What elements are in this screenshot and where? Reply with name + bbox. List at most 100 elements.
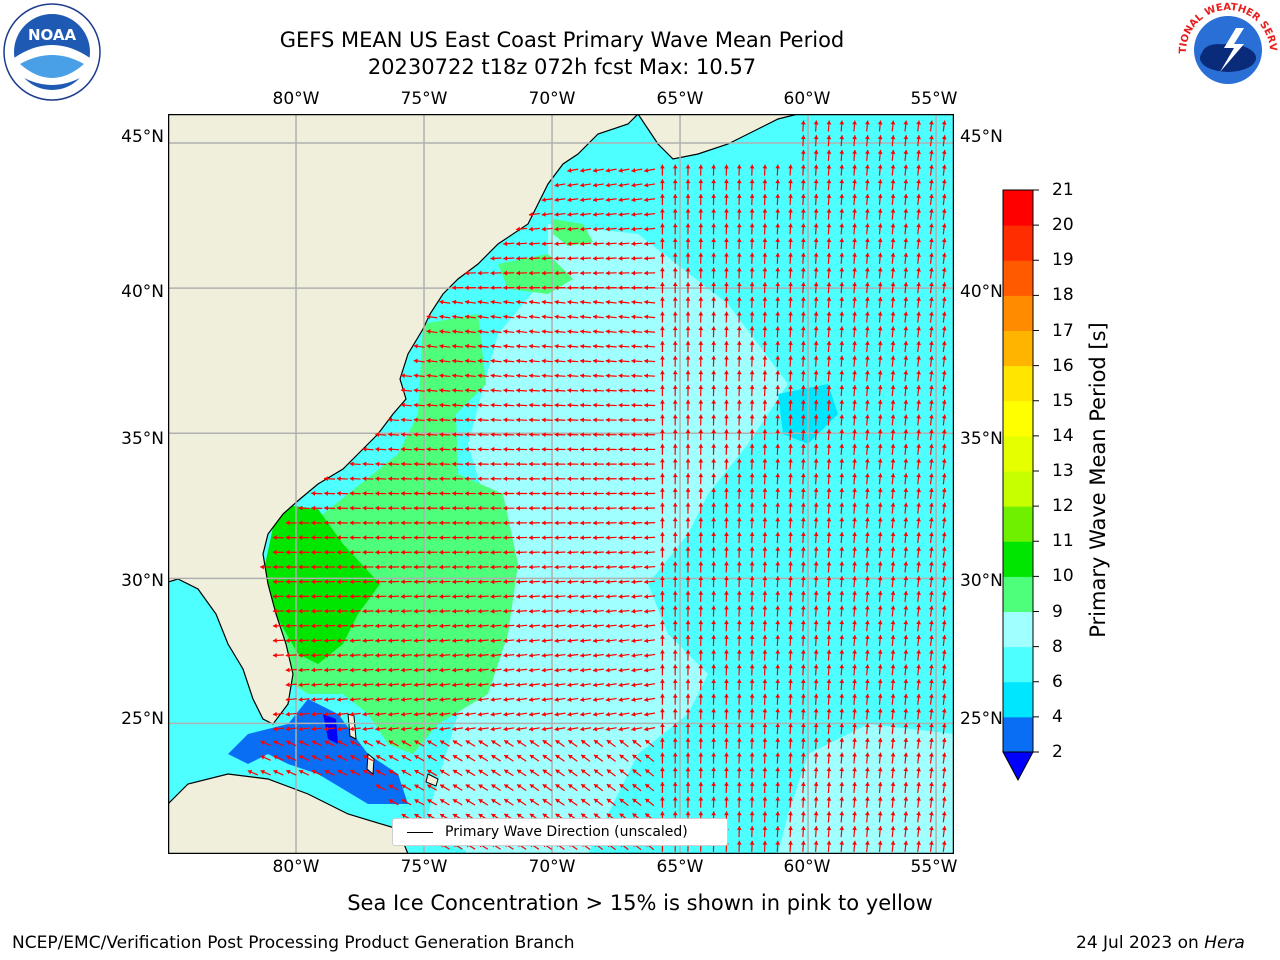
wave-arrow-head [413, 549, 418, 555]
wave-arrow-head [605, 549, 610, 555]
wave-arrow-head [605, 461, 610, 467]
wave-arrow-head [659, 664, 665, 669]
wave-arrow-head [775, 605, 781, 610]
wave-arrow-head [311, 638, 316, 644]
wave-arrow-head [941, 502, 947, 507]
wave-arrow-head [864, 473, 870, 478]
wave-arrow-head [685, 399, 691, 404]
wave-arrow-head [877, 737, 883, 742]
wave-arrow-head [672, 723, 678, 728]
wave-arrow-head [903, 737, 909, 742]
wave-arrow-head [813, 282, 819, 287]
wave-arrow-head [839, 311, 845, 316]
wave-arrow-head [529, 769, 535, 774]
wave-arrow-head [580, 579, 585, 585]
wave-arrow-head [826, 370, 832, 375]
wave-arrow-head [800, 664, 806, 669]
wave-arrow-head [864, 370, 870, 375]
wave-arrow-head [864, 752, 870, 757]
wave-arrow-head [903, 532, 909, 537]
wave-arrow-head [711, 267, 717, 272]
wave-arrow-head [490, 491, 495, 496]
wave-arrow-head [618, 241, 623, 247]
wave-arrow-head [631, 329, 636, 335]
wave-arrow-head [477, 711, 482, 717]
wave-arrow-head [903, 282, 909, 287]
wave-arrow-head [813, 576, 819, 581]
wave-arrow-head [439, 564, 444, 570]
wave-arrow-head [929, 811, 934, 816]
wave-arrow-head [916, 473, 921, 478]
wave-arrow-head [672, 208, 678, 213]
colorbar-under-triangle [1002, 751, 1034, 782]
wave-arrow-head [452, 697, 457, 702]
wave-arrow-head [477, 726, 482, 732]
wave-arrow-head [839, 840, 845, 845]
wave-arrow-head [605, 388, 610, 393]
wave-arrow-head [813, 443, 819, 448]
wave-arrow-head [427, 799, 432, 804]
wave-arrow-head [903, 399, 909, 404]
wave-arrow-head [503, 417, 508, 423]
wave-arrow-head [685, 620, 691, 625]
wave-arrow-head [941, 238, 947, 243]
wave-arrow-head [800, 238, 806, 243]
wave-arrow-head [426, 358, 431, 364]
wave-arrow-head [685, 282, 691, 287]
wave-arrow-head [618, 212, 623, 217]
wave-arrow-head [672, 561, 678, 566]
wave-arrow-head [452, 784, 458, 789]
wave-arrow-head [711, 708, 717, 713]
wave-arrow-head [877, 767, 883, 772]
wave-arrow-head [890, 502, 896, 507]
legend-line-swatch [407, 832, 433, 833]
wave-arrow-head [724, 649, 729, 654]
wave-arrow-head [813, 296, 819, 301]
wave-arrow-head [877, 502, 883, 507]
wave-arrow-head [273, 769, 278, 775]
wave-arrow-head [413, 638, 418, 644]
wave-arrow-head [864, 635, 870, 640]
wave-arrow-head [619, 740, 625, 745]
wave-arrow-head [541, 373, 546, 379]
wave-arrow-head [592, 535, 597, 541]
colorbar-swatch-2 [1003, 646, 1033, 683]
wave-arrow-head [413, 476, 418, 482]
wave-arrow-head [426, 564, 431, 570]
wave-arrow-head [698, 532, 704, 536]
wave-arrow-head [644, 402, 648, 408]
wave-arrow-head [554, 667, 559, 673]
wave-arrow-head [749, 429, 755, 434]
colorbar-swatch-5 [1003, 541, 1033, 577]
wave-arrow-head [941, 326, 947, 331]
wave-arrow-head [788, 267, 793, 272]
wave-arrow-head [826, 164, 832, 169]
wave-arrow-head [813, 826, 819, 831]
wave-arrow-head [839, 370, 845, 375]
wave-arrow-head [736, 179, 742, 184]
wave-arrow-head [762, 370, 768, 375]
wave-arrow-head [890, 723, 896, 728]
wave-arrow-head [749, 164, 755, 169]
wave-arrow-head [749, 311, 755, 316]
wave-arrow-head [644, 550, 649, 555]
wave-arrow-head [864, 561, 870, 566]
wave-direction-arrows [247, 120, 947, 852]
wave-arrow-head [929, 194, 934, 199]
wave-arrow-head [464, 535, 469, 541]
wave-arrow-head [439, 461, 444, 467]
wave-arrow-head [941, 532, 947, 537]
wave-arrow-head [311, 594, 316, 599]
wave-arrow-head [826, 135, 832, 140]
wave-arrow-head [890, 693, 896, 698]
wave-arrow-head [413, 491, 418, 496]
wave-arrow-head [631, 299, 636, 305]
wave-arrow-head [788, 576, 793, 581]
wave-arrow-head [644, 270, 648, 276]
wave-arrow-head [413, 608, 418, 614]
wave-arrow-head [464, 432, 469, 438]
wave-arrow-head [464, 697, 470, 702]
wave-arrow-head [503, 594, 508, 599]
wave-arrow-head [864, 443, 870, 448]
wave-arrow-head [762, 443, 768, 448]
